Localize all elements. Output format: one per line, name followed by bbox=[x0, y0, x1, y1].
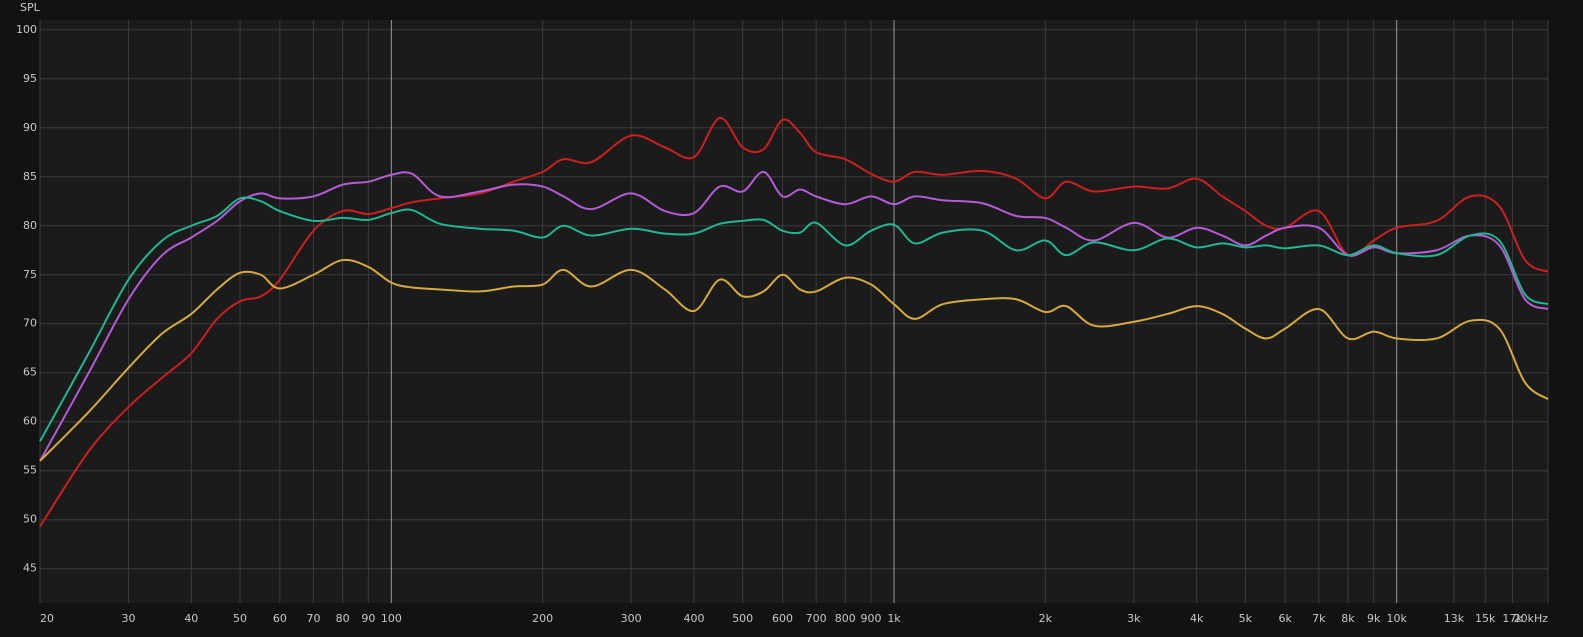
x-tick-label: 70 bbox=[306, 612, 320, 625]
x-tick-label: 9k bbox=[1367, 612, 1381, 625]
x-tick-label: 20 bbox=[40, 612, 54, 625]
x-tick-label: 40 bbox=[184, 612, 198, 625]
x-tick-label: 200 bbox=[532, 612, 553, 625]
y-tick-label: 100 bbox=[16, 23, 37, 36]
x-tick-label: 400 bbox=[683, 612, 704, 625]
x-tick-label: 500 bbox=[732, 612, 753, 625]
x-tick-label: 600 bbox=[772, 612, 793, 625]
y-tick-label: 50 bbox=[23, 513, 37, 526]
x-tick-label: 300 bbox=[621, 612, 642, 625]
x-tick-label: 10k bbox=[1386, 612, 1407, 625]
x-tick-label: 15k bbox=[1475, 612, 1496, 625]
y-tick-label: 90 bbox=[23, 121, 37, 134]
y-axis-label: SPL bbox=[20, 1, 41, 14]
y-tick-label: 80 bbox=[23, 219, 37, 232]
x-tick-label: 700 bbox=[806, 612, 827, 625]
x-tick-label: 2k bbox=[1039, 612, 1053, 625]
y-tick-label: 95 bbox=[23, 72, 37, 85]
series-line bbox=[39, 196, 1549, 442]
x-tick-label: 900 bbox=[861, 612, 882, 625]
x-tick-label: 90 bbox=[361, 612, 375, 625]
x-tick-label: 5k bbox=[1239, 612, 1253, 625]
x-tick-label: 100 bbox=[381, 612, 402, 625]
series-line bbox=[39, 170, 1549, 462]
x-tick-label: 80 bbox=[336, 612, 350, 625]
y-tick-label: 60 bbox=[23, 415, 37, 428]
y-tick-label: 65 bbox=[23, 366, 37, 379]
x-tick-label: 800 bbox=[835, 612, 856, 625]
x-tick-label: 30 bbox=[122, 612, 136, 625]
x-tick-label: 4k bbox=[1190, 612, 1204, 625]
x-tick-label: 13k bbox=[1444, 612, 1465, 625]
x-tick-label: 50 bbox=[233, 612, 247, 625]
x-tick-label: 60 bbox=[273, 612, 287, 625]
x-tick-label: 1k bbox=[887, 612, 901, 625]
series-line bbox=[39, 258, 1549, 462]
y-tick-label: 70 bbox=[23, 317, 37, 330]
x-tick-label: 3k bbox=[1127, 612, 1141, 625]
y-tick-label: 55 bbox=[23, 464, 37, 477]
y-tick-label: 75 bbox=[23, 268, 37, 281]
y-tick-label: 45 bbox=[23, 562, 37, 575]
y-tick-label: 85 bbox=[23, 170, 37, 183]
x-tick-label: 7k bbox=[1312, 612, 1326, 625]
x-tick-label: 17k bbox=[1502, 612, 1523, 625]
x-tick-label: 20kHz bbox=[1514, 612, 1549, 625]
x-tick-label: 8k bbox=[1341, 612, 1355, 625]
x-tick-label: 6k bbox=[1278, 612, 1292, 625]
plot-area bbox=[40, 20, 1548, 603]
